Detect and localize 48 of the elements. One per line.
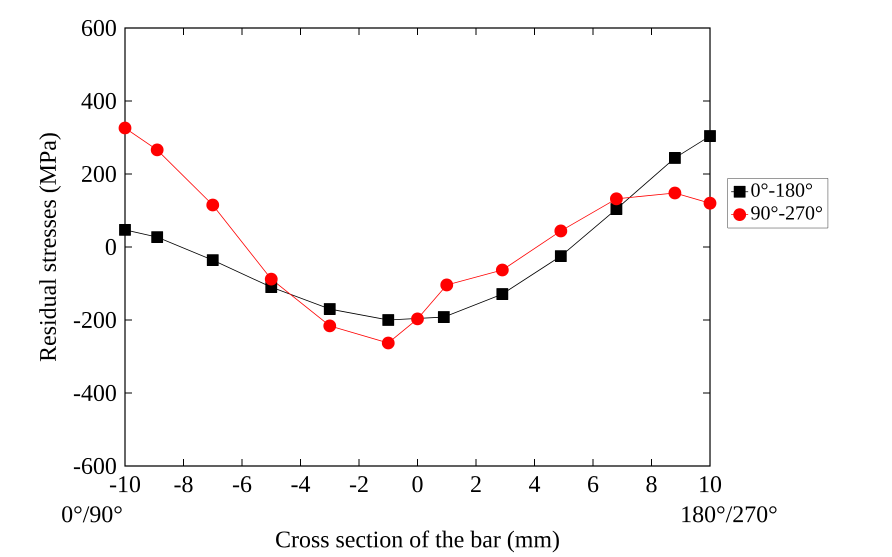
x-axis-title: Cross section of the bar (mm) — [276, 530, 559, 552]
y-tick-label: -600 — [74, 458, 116, 474]
x-tick-label: 0 — [412, 476, 423, 492]
x-tick-label: -6 — [232, 476, 252, 492]
text: 180°/270° — [682, 506, 777, 522]
x-tick-label: 6 — [588, 476, 598, 492]
point — [668, 186, 682, 200]
point — [206, 198, 220, 212]
x-tick-label: -10 — [110, 476, 140, 492]
point — [324, 303, 336, 315]
y-tick-label: -200 — [74, 312, 116, 328]
y-tick-label: 600 — [82, 20, 116, 36]
point — [150, 144, 164, 156]
point — [323, 319, 336, 332]
y-tick-label: -400 — [74, 384, 116, 402]
point — [440, 278, 454, 292]
point — [496, 288, 508, 300]
y-tick-label: 0 — [106, 238, 116, 256]
y-axis-title: Residual stresses (MPa) — [39, 133, 61, 362]
point — [610, 192, 623, 206]
x-tick-label: 4 — [528, 476, 540, 492]
y-tick-label: 200 — [82, 166, 116, 182]
point — [554, 224, 568, 238]
x-tick-label: 8 — [646, 476, 657, 492]
x-tick-label: 10 — [700, 476, 722, 492]
point — [382, 314, 394, 326]
point — [704, 196, 716, 210]
point — [704, 130, 716, 142]
point — [264, 272, 278, 286]
point — [554, 250, 567, 262]
legend-label: 90°-270° — [751, 206, 822, 220]
x-tick-label: -4 — [291, 476, 310, 492]
point — [496, 264, 509, 276]
point — [411, 312, 424, 326]
text: 0°/90° — [62, 506, 122, 522]
point — [118, 122, 132, 134]
point — [438, 311, 450, 323]
legend-label: 0°-180° — [751, 183, 812, 197]
x-tick-label: 2 — [471, 476, 481, 492]
point — [206, 254, 219, 266]
point — [610, 203, 622, 215]
point — [151, 231, 164, 244]
x-tick-label: -2 — [350, 476, 368, 492]
y-tick-label: 400 — [81, 92, 116, 110]
x-tick-label: -8 — [174, 476, 193, 492]
point — [382, 336, 395, 350]
point — [119, 224, 131, 236]
point — [669, 152, 681, 164]
